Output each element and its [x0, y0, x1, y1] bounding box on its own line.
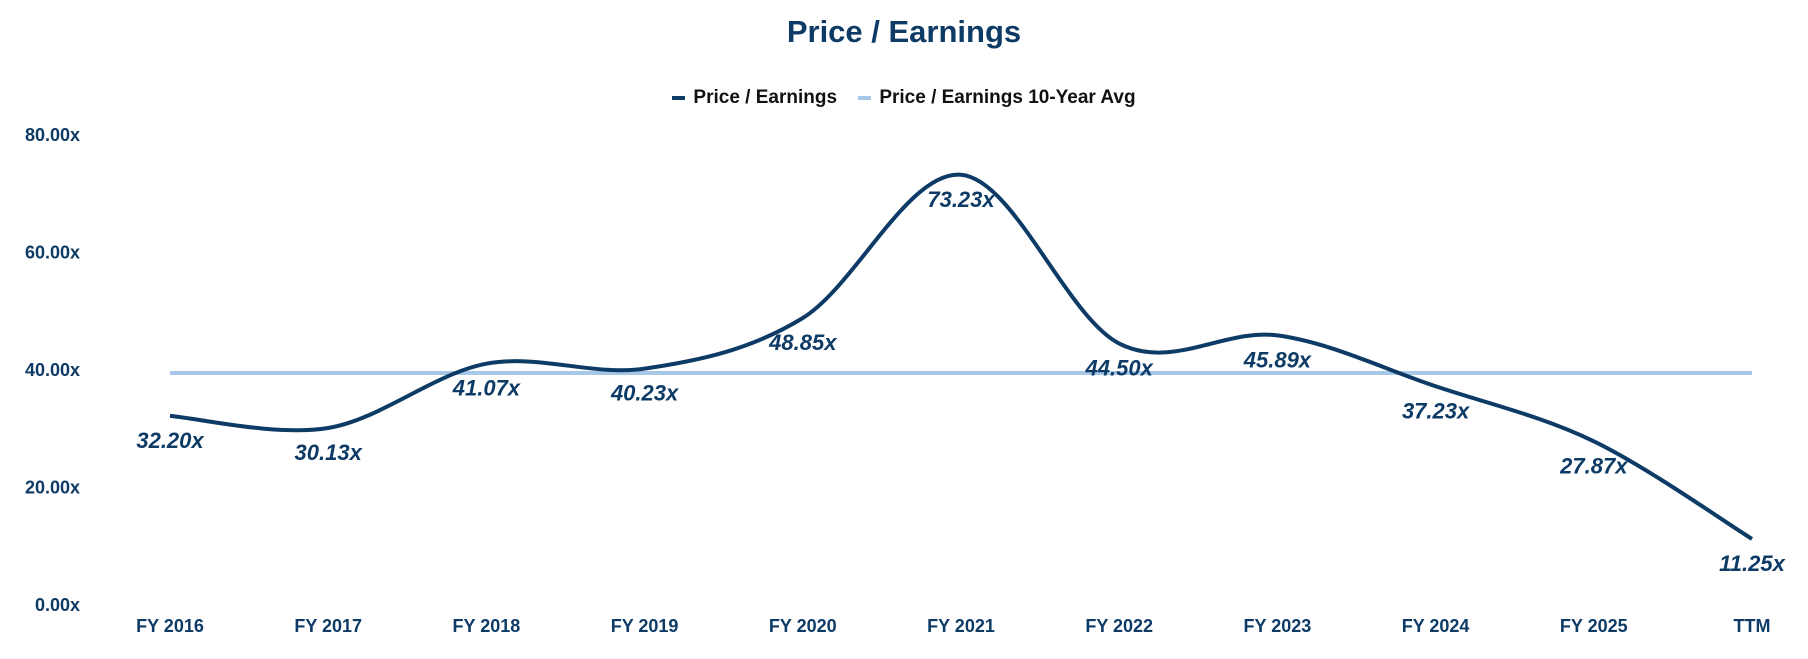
x-tick-label: TTM	[1734, 616, 1771, 636]
y-tick-label: 20.00x	[25, 478, 80, 498]
legend-item-pe-avg[interactable]: Price / Earnings 10-Year Avg	[858, 87, 1136, 109]
x-tick-label: FY 2017	[294, 616, 362, 636]
data-label: 41.07x	[452, 376, 521, 401]
data-label: 27.87x	[1559, 453, 1628, 478]
data-label: 30.13x	[295, 440, 363, 465]
x-tick-label: FY 2016	[136, 616, 204, 636]
data-label: 40.23x	[610, 381, 679, 406]
x-tick-label: FY 2025	[1560, 616, 1628, 636]
data-label: 73.23x	[927, 187, 995, 212]
legend-label-pe-avg: Price / Earnings 10-Year Avg	[879, 87, 1136, 108]
legend-swatch-pe-avg	[858, 96, 872, 100]
x-tick-label: FY 2020	[769, 616, 837, 636]
data-label: 44.50x	[1085, 356, 1154, 381]
x-tick-label: FY 2021	[927, 616, 995, 636]
legend-label-pe: Price / Earnings	[693, 87, 838, 108]
data-label: 45.89x	[1243, 347, 1312, 372]
x-tick-label: FY 2024	[1402, 616, 1470, 636]
data-label: 32.20x	[136, 428, 204, 453]
legend-swatch-pe	[672, 96, 686, 100]
y-tick-label: 60.00x	[25, 243, 80, 263]
data-label: 37.23x	[1402, 398, 1470, 423]
x-tick-label: FY 2018	[453, 616, 521, 636]
pe-series-line	[169, 172, 1754, 541]
x-tick-label: FY 2019	[611, 616, 679, 636]
data-label: 11.25x	[1719, 551, 1785, 576]
y-tick-label: 80.00x	[25, 125, 80, 145]
y-tick-label: 0.00x	[35, 595, 80, 615]
chart-title: Price / Earnings	[786, 14, 1022, 49]
legend-item-pe[interactable]: Price / Earnings	[672, 87, 837, 109]
y-tick-label: 40.00x	[25, 360, 80, 380]
legend: Price / Earnings Price / Earnings 10-Yea…	[0, 84, 1808, 109]
data-label: 48.85x	[768, 330, 837, 355]
x-tick-label: FY 2022	[1085, 616, 1153, 636]
x-tick-label: FY 2023	[1244, 616, 1312, 636]
